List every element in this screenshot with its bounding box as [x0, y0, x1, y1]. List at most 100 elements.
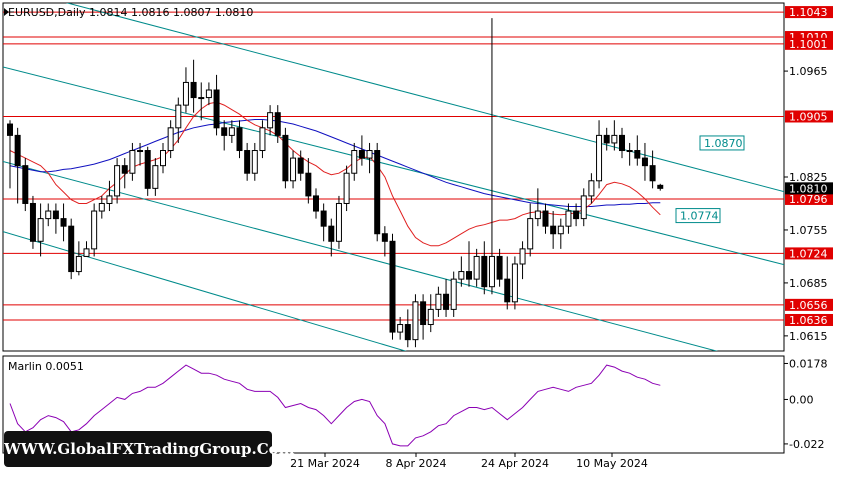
osc-tick-label: 0.00	[789, 393, 814, 406]
level-price-tag	[785, 192, 833, 205]
candle-body	[389, 240, 396, 333]
candle-body	[198, 97, 205, 100]
candlesticks	[7, 18, 664, 348]
candle-body	[45, 210, 52, 220]
candle-body	[443, 293, 450, 310]
candle-body	[75, 255, 82, 273]
candle-body	[404, 324, 411, 341]
time-tick-label: 10 May 2024	[576, 457, 648, 470]
level-price-label: 1.0656	[789, 299, 828, 312]
level-price-tag	[785, 313, 833, 326]
candle-body	[228, 127, 235, 136]
candle-body	[259, 127, 266, 152]
candle-body	[596, 134, 603, 182]
candle-body	[121, 165, 128, 174]
candle-body	[205, 89, 212, 99]
candle-body	[52, 210, 59, 220]
candle-body	[91, 210, 98, 250]
symbol-header: EURUSD,Daily 1.0814 1.0816 1.0807 1.0810	[8, 6, 253, 19]
indicator-label: Marlin 0.0051	[8, 360, 84, 373]
level-price-tag	[785, 247, 833, 260]
candle-body	[496, 255, 503, 280]
candle-body	[481, 255, 488, 288]
candle-body	[488, 255, 495, 288]
candle-body	[14, 134, 21, 167]
candle-body	[473, 255, 480, 280]
candle-body	[466, 271, 472, 280]
candle-body	[397, 324, 404, 333]
time-tick-label: 21 Mar 2024	[290, 457, 360, 470]
candle-body	[106, 195, 113, 204]
candle-body	[236, 127, 243, 152]
candle-body	[213, 89, 220, 129]
candle-body	[458, 271, 465, 280]
channel-price-label: 1.0870	[704, 137, 743, 150]
level-price-label: 1.1001	[789, 38, 828, 51]
indicator-plot-frame	[2, 355, 785, 454]
candle-body	[328, 225, 335, 242]
level-price-label: 1.0905	[789, 110, 828, 123]
candle-body	[351, 150, 358, 174]
candle-body	[573, 210, 580, 220]
channel-line	[65, 3, 784, 193]
current-price-tag	[785, 182, 833, 195]
candle-body	[297, 157, 304, 174]
level-price-label: 1.1043	[789, 6, 828, 19]
time-tick-label: 8 Apr 2024	[385, 457, 446, 470]
candle-body	[626, 150, 633, 153]
osc-tick-label: 0.0178	[789, 357, 828, 370]
time-axis: 21 Mar 2024 8 Apr 2024 24 Apr 2024 10 May 2…	[290, 453, 648, 470]
candle-body	[649, 165, 656, 182]
candle-body	[343, 172, 350, 204]
candle-body	[619, 134, 625, 152]
level-price-label: 1.0636	[789, 314, 828, 327]
candle-body	[114, 165, 121, 197]
candle-body	[37, 218, 44, 242]
candle-body	[244, 150, 251, 174]
level-price-label: 1.0724	[789, 247, 828, 260]
level-price-label: 1.0796	[789, 193, 828, 206]
symbol-arrow-icon	[4, 8, 9, 16]
candle-body	[175, 104, 182, 129]
level-price-tag	[785, 37, 833, 50]
candle-body	[603, 134, 610, 144]
level-price-tag	[785, 6, 833, 19]
price-tick-label: 1.0965	[789, 65, 828, 78]
candle-body	[641, 157, 648, 167]
candle-body	[152, 165, 159, 189]
channel-price-label: 1.0774	[680, 210, 719, 223]
channel-price-box	[699, 135, 745, 151]
candle-body	[160, 150, 166, 167]
price-tick-label: 1.0825	[789, 171, 828, 184]
time-tick-label: 24 Apr 2024	[481, 457, 549, 470]
price-axis: 1.10431.10101.10011.09051.07961.07241.06…	[784, 6, 833, 343]
candle-body	[83, 248, 90, 257]
candle-body	[60, 218, 67, 227]
current-price-label: 1.0810	[789, 182, 828, 195]
oscillator-panel: 0.0178 0.00 -0.022	[9, 357, 828, 451]
candle-body	[527, 218, 534, 250]
candle-body	[420, 301, 427, 326]
candle-body	[580, 195, 587, 220]
candle-body	[381, 233, 388, 242]
candle-body	[98, 202, 105, 212]
watermark-banner: WWW.GlobalFXTradingGroup.Com	[4, 431, 295, 467]
candle-body	[190, 81, 197, 99]
candle-body	[374, 150, 381, 235]
candle-body	[22, 165, 29, 204]
candle-body	[68, 225, 75, 273]
candle-body	[129, 150, 136, 174]
price-tick-label: 1.0755	[789, 224, 828, 237]
candle-body	[588, 180, 595, 197]
candle-body	[29, 202, 36, 242]
candle-body	[565, 210, 572, 227]
candle-body	[313, 195, 319, 212]
candle-body	[634, 150, 641, 159]
channel-line	[3, 66, 784, 266]
candle-body	[182, 81, 189, 106]
price-annotations: 1.0870 1.0774	[675, 135, 745, 224]
candle-body	[282, 134, 289, 182]
candle-body	[542, 210, 549, 227]
